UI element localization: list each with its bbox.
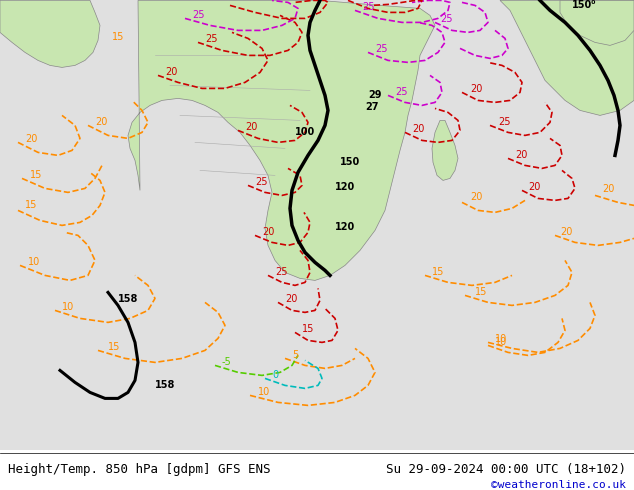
Text: 20: 20 bbox=[470, 84, 482, 95]
Text: 20: 20 bbox=[25, 134, 37, 145]
Text: 150: 150 bbox=[340, 157, 360, 168]
Text: 5: 5 bbox=[292, 350, 298, 361]
Text: 150⁰: 150⁰ bbox=[572, 0, 597, 10]
Text: 15: 15 bbox=[112, 32, 124, 43]
Text: 15: 15 bbox=[302, 324, 314, 334]
Text: 15: 15 bbox=[475, 288, 488, 297]
Text: 20: 20 bbox=[412, 124, 424, 134]
Polygon shape bbox=[500, 0, 634, 116]
Text: 15: 15 bbox=[30, 171, 42, 180]
Text: 25: 25 bbox=[362, 2, 375, 12]
Text: 10: 10 bbox=[495, 338, 507, 347]
Text: 20: 20 bbox=[602, 184, 614, 195]
Polygon shape bbox=[560, 0, 634, 46]
Text: 25: 25 bbox=[192, 10, 205, 21]
Text: Su 29-09-2024 00:00 UTC (18+102): Su 29-09-2024 00:00 UTC (18+102) bbox=[386, 463, 626, 476]
Text: 10: 10 bbox=[28, 257, 40, 268]
Polygon shape bbox=[128, 0, 435, 280]
Text: 25: 25 bbox=[395, 87, 408, 98]
Polygon shape bbox=[0, 0, 100, 68]
Text: 158: 158 bbox=[155, 380, 176, 391]
Text: 25: 25 bbox=[440, 14, 453, 24]
Polygon shape bbox=[432, 121, 458, 180]
Text: 20: 20 bbox=[245, 122, 257, 132]
Text: 25: 25 bbox=[355, 0, 368, 2]
Text: 25: 25 bbox=[375, 45, 387, 54]
Text: 20: 20 bbox=[515, 150, 527, 160]
Text: Height/Temp. 850 hPa [gdpm] GFS ENS: Height/Temp. 850 hPa [gdpm] GFS ENS bbox=[8, 463, 271, 476]
Text: 20: 20 bbox=[165, 68, 178, 77]
Text: 100: 100 bbox=[295, 127, 315, 137]
Text: 20: 20 bbox=[95, 118, 107, 127]
Text: 20: 20 bbox=[560, 227, 573, 237]
Text: 15: 15 bbox=[108, 343, 120, 352]
Text: 20: 20 bbox=[285, 294, 297, 304]
Text: ©weatheronline.co.uk: ©weatheronline.co.uk bbox=[491, 480, 626, 490]
Text: 25: 25 bbox=[205, 34, 217, 45]
Text: 15: 15 bbox=[25, 200, 37, 210]
Text: 20: 20 bbox=[528, 182, 540, 193]
Text: 0: 0 bbox=[272, 370, 278, 380]
Text: 25: 25 bbox=[255, 177, 268, 187]
Text: -5: -5 bbox=[222, 357, 232, 368]
Text: 20: 20 bbox=[470, 193, 482, 202]
Text: 25: 25 bbox=[275, 268, 287, 277]
Text: 20: 20 bbox=[262, 227, 275, 237]
Text: 158: 158 bbox=[118, 294, 138, 304]
Text: 10: 10 bbox=[258, 388, 270, 397]
Text: 10: 10 bbox=[62, 302, 74, 313]
Text: 10: 10 bbox=[495, 334, 507, 344]
Text: 120: 120 bbox=[335, 222, 355, 232]
Text: 29: 29 bbox=[368, 90, 382, 100]
Text: 25: 25 bbox=[498, 118, 510, 127]
Text: 120: 120 bbox=[335, 182, 355, 193]
Text: 27: 27 bbox=[365, 102, 378, 112]
Text: 15: 15 bbox=[432, 268, 444, 277]
